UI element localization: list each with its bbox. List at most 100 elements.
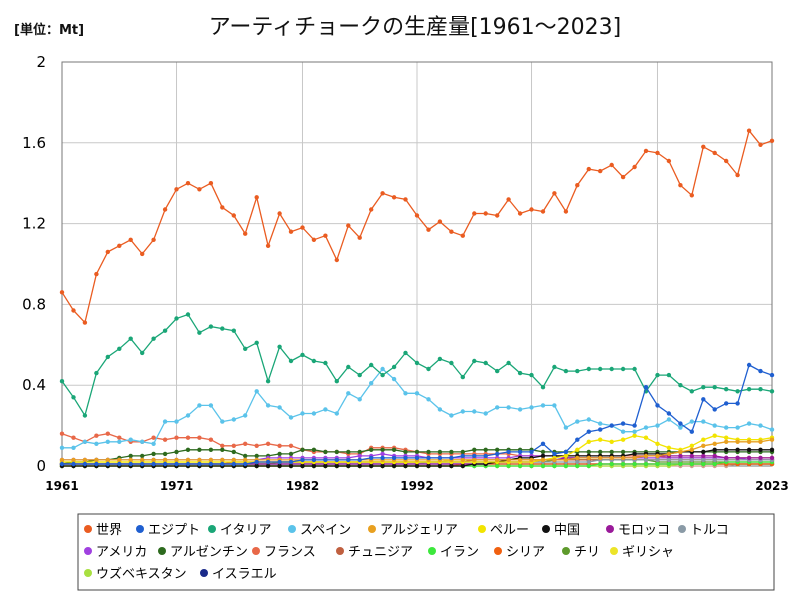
data-point bbox=[598, 437, 603, 442]
data-point bbox=[724, 401, 729, 406]
data-point bbox=[391, 447, 397, 452]
data-point bbox=[449, 463, 454, 469]
data-point bbox=[632, 423, 637, 428]
data-point bbox=[105, 249, 111, 255]
data-point bbox=[391, 376, 397, 382]
data-point bbox=[529, 457, 534, 463]
data-point bbox=[598, 455, 603, 461]
data-point bbox=[311, 447, 317, 452]
data-point bbox=[575, 455, 580, 461]
data-point bbox=[620, 437, 626, 442]
data-point bbox=[449, 455, 454, 461]
data-point bbox=[162, 207, 168, 212]
data-point bbox=[185, 413, 191, 418]
data-point bbox=[655, 403, 660, 408]
legend-marker bbox=[158, 547, 166, 555]
data-point bbox=[128, 237, 133, 242]
data-point bbox=[495, 457, 500, 463]
data-point bbox=[105, 457, 111, 463]
data-point bbox=[735, 447, 740, 452]
data-point bbox=[552, 191, 557, 196]
data-point bbox=[495, 213, 500, 218]
data-point bbox=[185, 457, 191, 463]
legend-marker bbox=[336, 547, 344, 555]
data-point bbox=[769, 389, 775, 394]
data-point bbox=[563, 453, 569, 459]
data-point bbox=[243, 461, 248, 467]
data-point bbox=[243, 453, 248, 459]
data-point bbox=[643, 461, 649, 467]
legend-marker bbox=[542, 525, 550, 533]
data-point bbox=[449, 229, 454, 234]
data-point bbox=[334, 449, 339, 455]
data-point bbox=[380, 366, 385, 372]
data-point bbox=[128, 453, 133, 459]
legend-label: アルゼンチン bbox=[170, 545, 248, 560]
data-point bbox=[94, 461, 99, 467]
data-point bbox=[678, 421, 683, 426]
data-point bbox=[655, 150, 660, 156]
data-point bbox=[59, 445, 65, 450]
legend-label: ウズベキスタン bbox=[96, 566, 187, 582]
data-point bbox=[369, 207, 374, 212]
data-point bbox=[231, 461, 236, 467]
data-point bbox=[59, 379, 65, 384]
x-tick-label: 2002 bbox=[515, 479, 548, 493]
data-point bbox=[414, 391, 420, 396]
data-point bbox=[735, 172, 740, 178]
data-point bbox=[632, 433, 637, 438]
data-point bbox=[380, 455, 385, 461]
data-point bbox=[82, 320, 88, 325]
data-point bbox=[712, 423, 717, 428]
data-point bbox=[483, 453, 488, 459]
data-point bbox=[655, 457, 660, 463]
data-point bbox=[426, 397, 431, 402]
data-point bbox=[586, 459, 591, 465]
legend-item: チリ bbox=[562, 545, 600, 560]
data-point bbox=[437, 356, 443, 362]
data-point bbox=[746, 362, 752, 368]
data-point bbox=[105, 461, 111, 467]
data-point bbox=[666, 372, 672, 378]
data-point bbox=[369, 447, 374, 452]
data-point bbox=[391, 455, 397, 461]
data-point bbox=[414, 213, 420, 218]
legend-item: モロッコ bbox=[606, 523, 670, 538]
legend-label: シリア bbox=[506, 545, 545, 560]
data-point bbox=[197, 330, 202, 335]
data-point bbox=[620, 461, 626, 467]
data-point bbox=[243, 457, 248, 463]
data-point bbox=[609, 455, 614, 461]
data-point bbox=[140, 457, 145, 463]
data-point bbox=[208, 457, 214, 463]
data-point bbox=[174, 419, 179, 424]
data-point bbox=[758, 368, 763, 374]
data-point bbox=[162, 451, 168, 457]
data-point bbox=[288, 358, 294, 364]
data-point bbox=[483, 411, 488, 416]
legend-marker bbox=[84, 547, 92, 555]
data-point bbox=[300, 225, 305, 230]
data-point bbox=[357, 457, 362, 463]
data-point bbox=[483, 360, 488, 366]
data-point bbox=[460, 233, 465, 238]
data-point bbox=[414, 455, 420, 461]
data-point bbox=[437, 455, 443, 461]
data-point bbox=[540, 209, 546, 214]
data-point bbox=[220, 443, 225, 448]
data-point bbox=[586, 366, 591, 372]
data-point bbox=[620, 429, 626, 434]
chart-title: アーティチョークの生産量[1961～2023] bbox=[209, 15, 622, 40]
data-point bbox=[517, 457, 523, 463]
data-point bbox=[426, 366, 431, 372]
data-point bbox=[540, 385, 546, 390]
data-point bbox=[472, 453, 477, 459]
data-point bbox=[701, 457, 706, 463]
data-point bbox=[311, 457, 317, 463]
data-point bbox=[414, 463, 420, 469]
data-point bbox=[346, 391, 351, 396]
data-point bbox=[277, 451, 282, 457]
legend-label: アルジェリア bbox=[380, 523, 458, 538]
data-point bbox=[689, 443, 694, 448]
